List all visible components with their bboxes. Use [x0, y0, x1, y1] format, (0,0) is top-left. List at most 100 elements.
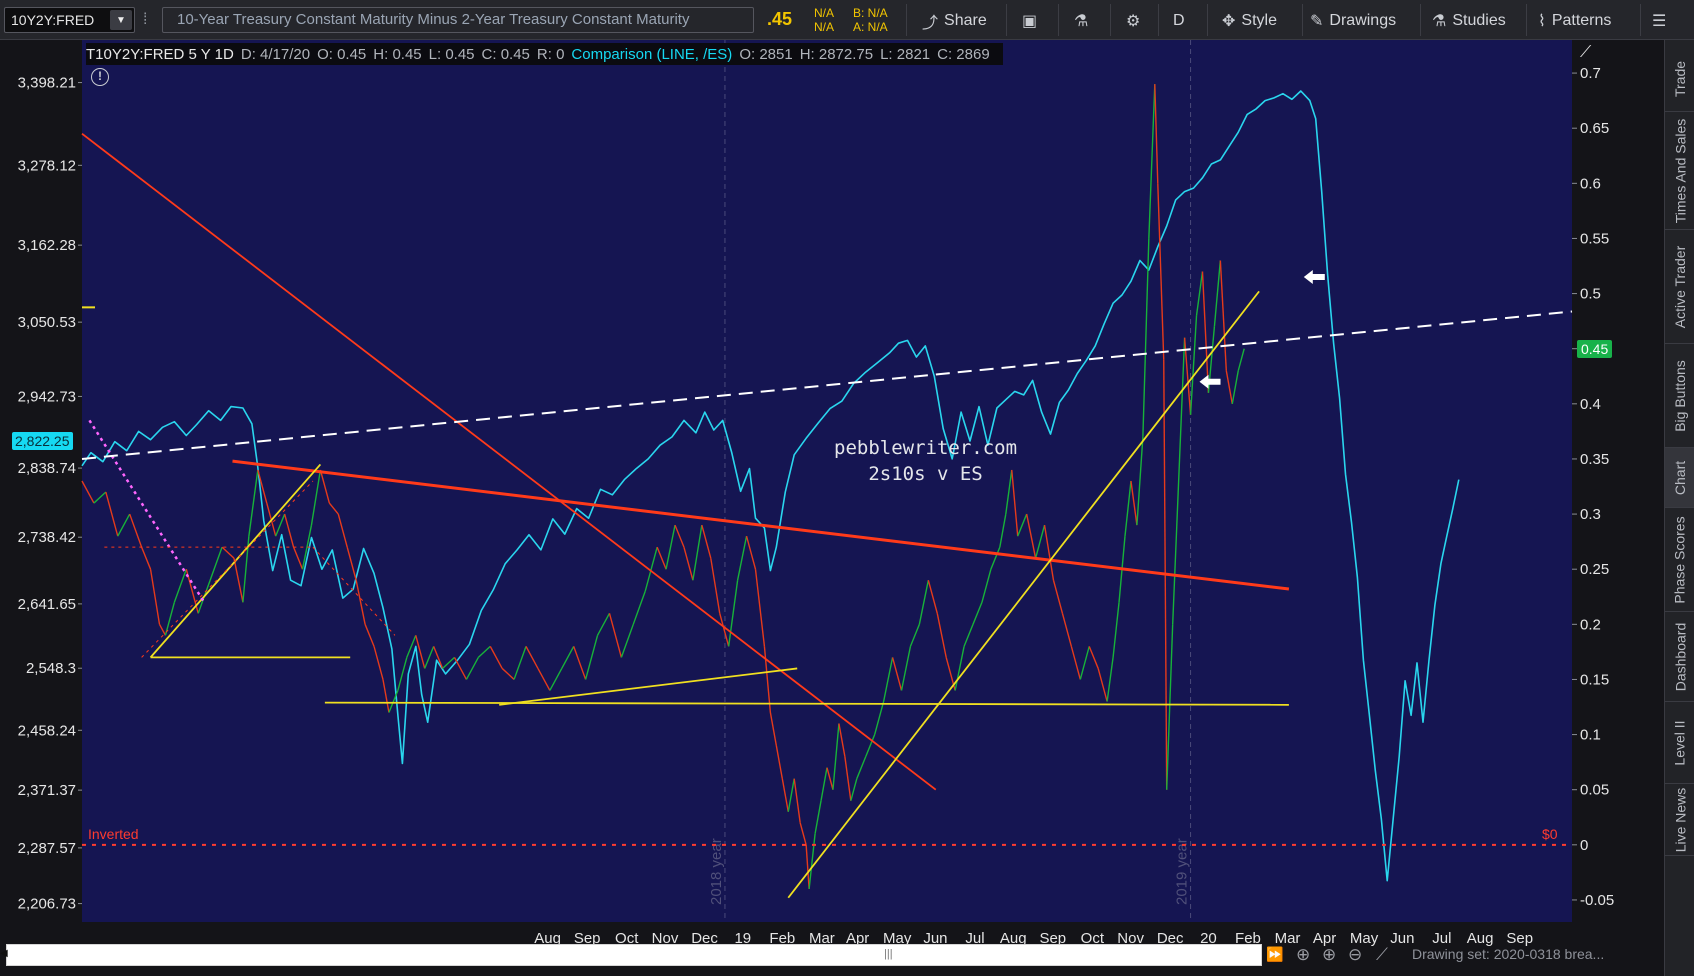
side-tab-level-ii[interactable]: Level II [1665, 702, 1694, 784]
spread-series-segment [513, 646, 527, 680]
spread-last-price-badge: 0.45 [1577, 340, 1613, 358]
side-tab-active-trader[interactable]: Active Trader [1665, 230, 1694, 344]
scroll-left-icon[interactable]: ◀ [0, 948, 8, 959]
legend-cmp-low: L: 2821 [880, 45, 931, 63]
x-axis-tick-label: Nov [1117, 930, 1144, 947]
spread-series-segment [81, 480, 95, 504]
link-chain-icon[interactable]: ⁞ [143, 11, 148, 28]
style-button[interactable]: ✥ Style [1222, 10, 1277, 32]
spread-series-segment [1088, 646, 1099, 669]
timeframe-button[interactable]: D [1173, 10, 1185, 32]
legend-open: O: 0.45 [317, 45, 367, 63]
trend-yellow-rising-right[interactable] [787, 290, 1260, 899]
spread-series-segment [301, 524, 313, 570]
spread-series-segment [775, 745, 783, 779]
spread-series-segment [1136, 436, 1144, 526]
chart-canvas[interactable]: 2018 year 2019 year Inverted $0 3,398.21 3,… [0, 40, 1664, 976]
trend-yellow-rising-mid[interactable] [499, 667, 798, 706]
side-tab-label: Chart [1672, 460, 1689, 495]
left-axis-tick-label: 2,548.3 [26, 660, 76, 677]
left-axis-tick-label: 2,738.42 [18, 529, 76, 546]
info-icon[interactable]: ! [91, 68, 109, 86]
spread-series-segment [406, 635, 417, 658]
left-axis-tick-label: 2,942.73 [18, 388, 76, 405]
spread-series-segment [525, 646, 539, 669]
side-tab-times-and-sales[interactable]: Times And Sales [1665, 112, 1694, 230]
spread-series-segment [158, 623, 167, 636]
pencil-icon: ✎ [1310, 13, 1324, 30]
spread-series-segment [656, 546, 667, 570]
spread-series-segment [105, 491, 119, 537]
side-tab-chart[interactable]: Chart [1665, 448, 1694, 508]
spread-series-segment [719, 613, 730, 647]
chart-panel-icon: ▣ [1022, 13, 1038, 30]
flask-icon: ⚗ [1074, 13, 1089, 30]
side-tab-trade[interactable]: Trade [1665, 46, 1694, 112]
side-tab-big-buttons[interactable]: Big Buttons [1665, 344, 1694, 448]
share-button[interactable]: ⤴ Share [922, 10, 987, 32]
crosshair-icon[interactable]: ⊕ [1296, 945, 1311, 964]
spread-series-segment [415, 635, 426, 669]
spread-series-segment [283, 513, 295, 548]
trend-red-resistance[interactable] [232, 459, 1290, 591]
side-tab-live-news[interactable]: Live News [1665, 784, 1694, 856]
scroll-end-icon[interactable]: ⏩ [1266, 946, 1284, 962]
side-tab-label: Big Buttons [1672, 359, 1689, 432]
drawings-button[interactable]: ✎ Drawings [1310, 10, 1396, 32]
symbol-dropdown-button[interactable]: ▼ [110, 10, 132, 30]
watermark-line2: 2s10s v ES [868, 463, 983, 485]
right-axis-tick-label: 0.65 [1580, 120, 1609, 137]
x-axis-tick-label: Nov [652, 930, 679, 947]
x-axis-tick-label: Sep [574, 930, 601, 947]
side-tab-dashboard[interactable]: Dashboard [1665, 612, 1694, 702]
symbol-selector[interactable]: ▼ [4, 7, 135, 33]
spread-series-segment [990, 546, 1001, 570]
chart-settings-toggle-button[interactable]: ▣ [1022, 10, 1037, 32]
symbol-input[interactable] [5, 12, 105, 28]
spread-series-segment [710, 558, 721, 614]
right-axis-tick-label: 0.25 [1580, 561, 1609, 578]
right-axis-tick-label: -0.05 [1580, 892, 1614, 909]
left-axis-tick-label: 2,371.37 [18, 782, 76, 799]
trend-red-long-descending[interactable] [81, 132, 937, 791]
chart-area[interactable]: 2018 year 2019 year Inverted $0 3,398.21 3,… [0, 40, 1664, 976]
legend-cmp-close: C: 2869 [937, 45, 990, 63]
trend-red-dotted-fan-3[interactable] [312, 546, 396, 636]
scale-toggle-icon[interactable]: ⟋ [1580, 44, 1592, 61]
spread-series-segment [891, 657, 903, 691]
trend-red-dotted-fan-2[interactable] [141, 480, 314, 658]
trend-white-dashed-channel[interactable] [81, 310, 1573, 460]
drawing-set-label[interactable]: Drawing set: 2020-0318 brea... [1412, 946, 1605, 962]
spread-series-segment [999, 513, 1007, 548]
side-tab-phase-scores[interactable]: Phase Scores [1665, 508, 1694, 612]
spread-series-segment [856, 756, 867, 779]
patterns-button[interactable]: ⌇ Patterns [1538, 10, 1611, 32]
pencil-icon[interactable]: ⟋ [1376, 945, 1388, 964]
year-label: 2019 year [1174, 838, 1191, 905]
trend-yellow-horizontal-long[interactable] [324, 701, 1289, 706]
spread-series-segment [424, 646, 435, 669]
bid-value: N/A [814, 6, 835, 20]
settings-button[interactable]: ⚙ [1126, 10, 1140, 32]
spread-series-segment [918, 580, 930, 625]
right-axis-tick-label: 0.4 [1580, 396, 1601, 413]
legend-cmp-open: O: 2851 [739, 45, 793, 63]
time-scrollbar[interactable] [6, 944, 1262, 966]
x-axis-tick-label: Mar [809, 930, 835, 947]
trend-magenta-dotted[interactable] [88, 419, 206, 603]
flask-button[interactable]: ⚗ [1074, 10, 1088, 32]
spread-series-segment [442, 656, 455, 669]
spread-series-segment [221, 546, 235, 559]
spread-series-segment [1219, 260, 1228, 371]
zoom-in-icon[interactable]: ⊕ [1322, 945, 1337, 964]
left-axis-tick-label: 2,641.65 [18, 596, 76, 613]
legend-comparison: Comparison (LINE, /ES) [571, 45, 733, 63]
es-series-line [81, 90, 1460, 882]
scroll-grip-icon[interactable]: ||| [884, 948, 893, 960]
studies-button[interactable]: ⚗ Studies [1432, 10, 1506, 32]
style-label: Style [1241, 12, 1277, 29]
spread-series-segment [769, 712, 778, 746]
menu-button[interactable]: ☰ [1652, 10, 1666, 32]
x-axis-tick-label: Aug [534, 930, 561, 947]
zoom-out-icon[interactable]: ⊖ [1348, 945, 1363, 964]
